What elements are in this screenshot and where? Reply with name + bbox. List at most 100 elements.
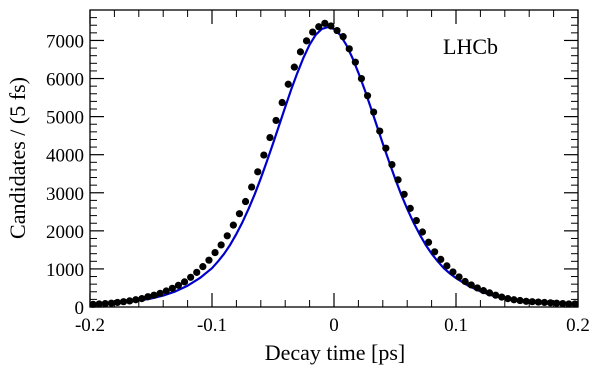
- data-point: [473, 284, 481, 292]
- data-point: [424, 238, 433, 246]
- data-point: [516, 296, 524, 305]
- y-tick-label: 7000: [46, 31, 84, 52]
- fit-curve-line: [89, 26, 579, 306]
- data-point: [193, 268, 201, 276]
- data-point: [357, 74, 366, 83]
- data-point: [479, 287, 488, 295]
- data-point: [302, 37, 311, 45]
- data-point: [89, 300, 97, 308]
- data-point: [241, 197, 250, 206]
- data-point: [132, 296, 140, 304]
- data-point: [144, 293, 152, 301]
- data-point: [449, 268, 457, 276]
- data-point: [223, 232, 231, 240]
- data-point: [546, 299, 555, 307]
- data-point: [156, 289, 164, 297]
- data-point: [528, 298, 536, 306]
- data-point: [534, 298, 542, 306]
- x-axis-label: Decay time [ps]: [265, 340, 406, 365]
- data-point: [467, 281, 475, 289]
- data-point: [266, 133, 274, 142]
- data-point: [382, 144, 390, 152]
- y-axis-label: Candidates / (5 fs): [5, 77, 30, 239]
- data-point: [278, 98, 286, 107]
- data-point: [406, 204, 414, 212]
- data-point: [168, 284, 176, 292]
- data-point: [400, 190, 408, 198]
- data-point: [498, 293, 506, 301]
- data-point: [418, 228, 427, 236]
- data-point: [107, 299, 115, 307]
- data-point: [565, 300, 573, 308]
- data-point: [437, 255, 445, 264]
- data-point: [571, 300, 579, 308]
- x-tick-label: 0: [329, 315, 339, 336]
- data-point: [376, 127, 384, 135]
- data-point: [187, 273, 195, 281]
- data-point: [290, 63, 298, 71]
- fit-curve-layer: [89, 26, 579, 306]
- y-tick-label: 4000: [46, 146, 84, 167]
- y-axis-ticks: 0 1000 2000 3000 4000 5000 6000 7000: [46, 9, 578, 319]
- data-point: [461, 277, 469, 286]
- data-point: [162, 287, 170, 295]
- data-point: [260, 151, 268, 159]
- x-tick-label: -0.1: [197, 315, 227, 336]
- x-tick-label: -0.2: [75, 315, 105, 336]
- data-point: [492, 291, 500, 299]
- data-point: [455, 273, 463, 281]
- data-point: [119, 298, 128, 306]
- data-point: [205, 256, 213, 264]
- data-point: [327, 22, 335, 30]
- data-point: [180, 278, 189, 286]
- data-point: [113, 298, 122, 307]
- data-points-layer: [89, 19, 579, 308]
- data-point: [254, 168, 262, 176]
- data-point: [229, 221, 237, 229]
- data-point: [248, 183, 256, 191]
- data-point: [126, 297, 134, 305]
- data-point: [412, 216, 420, 225]
- data-point: [199, 263, 207, 271]
- data-point: [345, 45, 353, 53]
- data-point: [211, 248, 219, 257]
- y-tick-label: 5000: [46, 108, 84, 129]
- y-tick-label: 3000: [46, 184, 84, 205]
- data-point: [443, 262, 451, 270]
- data-point: [272, 116, 280, 125]
- y-tick-label: 0: [75, 298, 85, 319]
- data-point: [339, 33, 347, 41]
- data-point: [333, 26, 341, 35]
- data-point: [235, 210, 244, 218]
- data-point: [522, 297, 530, 305]
- annotation-lhcb: LHCb: [443, 34, 498, 59]
- x-axis-ticks: -0.2 -0.1 0 0.1 0.2: [75, 10, 590, 336]
- y-tick-label: 2000: [46, 222, 84, 243]
- data-point: [553, 299, 561, 307]
- data-point: [431, 248, 439, 256]
- data-point: [101, 299, 109, 308]
- data-point: [321, 19, 329, 27]
- data-point: [138, 295, 146, 303]
- x-tick-label: 0.1: [444, 315, 468, 336]
- y-tick-label: 1000: [46, 260, 84, 281]
- data-point: [217, 241, 225, 249]
- x-tick-label: 0.2: [566, 315, 590, 336]
- data-point: [559, 299, 567, 308]
- data-point: [388, 160, 396, 169]
- data-point: [150, 291, 158, 299]
- data-point: [309, 28, 317, 36]
- data-point: [394, 176, 402, 184]
- data-point: [351, 58, 359, 66]
- data-point: [370, 108, 378, 116]
- plot-area: -0.2 -0.1 0 0.1 0.2 0 1000 2000 3000 4000 5000 600…: [46, 9, 590, 336]
- data-point: [174, 281, 183, 289]
- data-point: [485, 289, 494, 297]
- data-point: [315, 23, 323, 31]
- y-tick-label: 6000: [46, 70, 84, 91]
- data-point: [510, 296, 518, 304]
- data-point: [540, 298, 549, 307]
- plot-frame: [89, 9, 579, 308]
- data-point: [296, 48, 305, 56]
